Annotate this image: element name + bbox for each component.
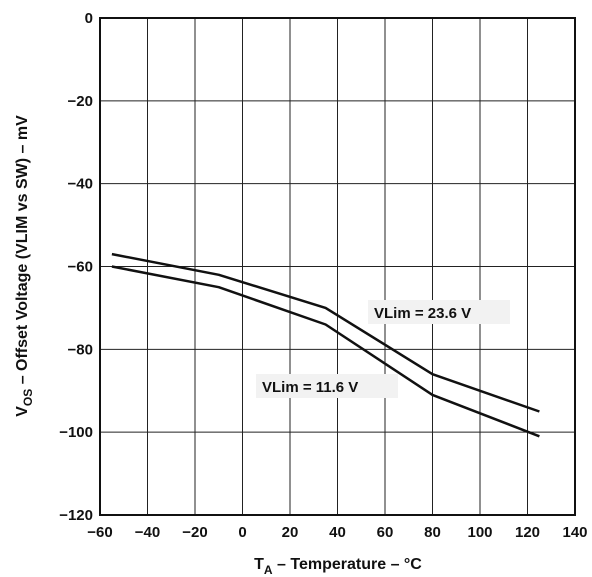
- y-tick-label: −100: [59, 424, 93, 441]
- x-tick-label: 40: [329, 524, 346, 541]
- y-axis-label-rest: – Offset Voltage (VLIM vs SW) – mV: [14, 115, 31, 389]
- x-tick-label: 0: [238, 524, 246, 541]
- x-tick-label: −40: [135, 524, 160, 541]
- annotation-0: VLim = 23.6 V: [374, 305, 471, 322]
- x-tick-labels: −60 −40 −20 0 20 40 60 80 100 120 140: [87, 524, 587, 541]
- x-axis-label-sub: A: [264, 563, 273, 577]
- x-tick-label: −60: [87, 524, 112, 541]
- x-tick-label: 100: [467, 524, 492, 541]
- x-tick-label: 80: [424, 524, 441, 541]
- series-line-1: [111, 265, 540, 438]
- annotation-1: VLim = 11.6 V: [262, 379, 358, 396]
- y-tick-label: 0: [85, 10, 93, 27]
- x-tick-label: 20: [282, 524, 299, 541]
- series-lines: [111, 252, 540, 438]
- annotations: VLim = 23.6 V VLim = 11.6 V: [256, 300, 510, 398]
- x-tick-label: 140: [562, 524, 587, 541]
- y-axis-label: VOS – Offset Voltage (VLIM vs SW) – mV: [14, 115, 35, 417]
- x-axis-label-main: T: [254, 556, 264, 573]
- y-tick-label: −80: [68, 341, 93, 358]
- x-axis-label-rest: – Temperature – °C: [273, 556, 423, 573]
- annotation-box-0: [368, 300, 510, 324]
- y-tick-label: −120: [59, 507, 93, 524]
- y-tick-labels: 0 −20 −40 −60 −80 −100 −120: [59, 10, 93, 524]
- y-tick-label: −60: [68, 259, 93, 276]
- x-tick-label: 60: [377, 524, 394, 541]
- annotation-box-1: [256, 374, 398, 398]
- y-axis-label-main: V: [14, 406, 31, 417]
- y-tick-label: −40: [68, 176, 93, 193]
- y-tick-label: −20: [68, 93, 93, 110]
- y-axis-label-sub: OS: [21, 389, 35, 406]
- x-axis-label: TA – Temperature – °C: [254, 556, 422, 577]
- series-line-0: [111, 252, 540, 413]
- x-tick-label: −20: [182, 524, 207, 541]
- x-tick-label: 120: [515, 524, 540, 541]
- plot-frame: [99, 17, 576, 516]
